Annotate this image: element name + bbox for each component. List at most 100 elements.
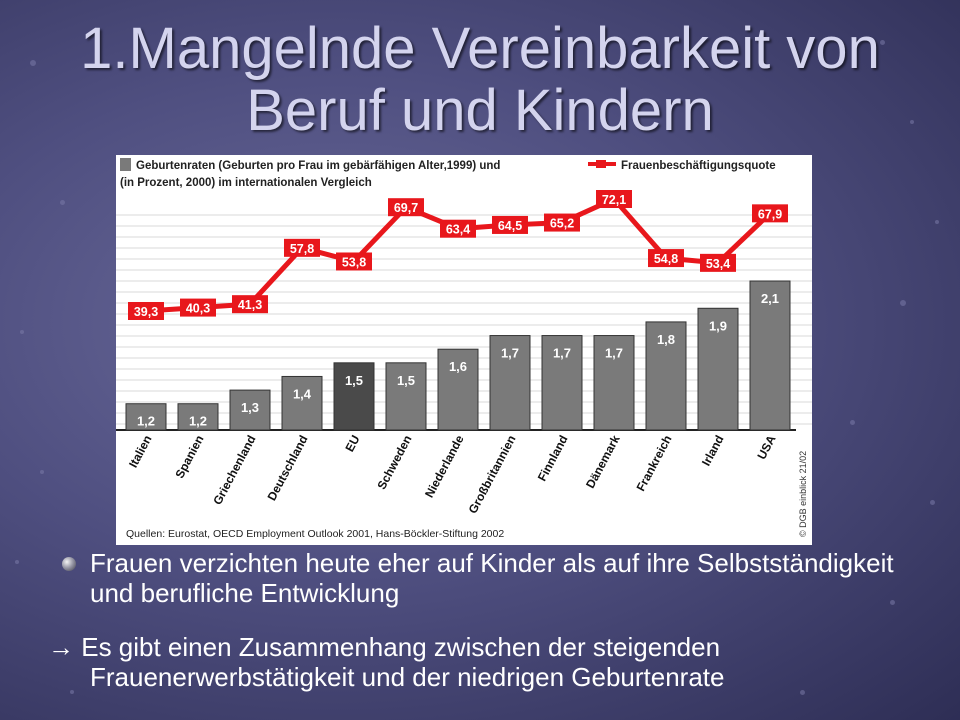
- line-point-marker: [180, 298, 216, 317]
- category-label: Irland: [699, 433, 727, 468]
- line-value-label: 41,3: [238, 298, 262, 312]
- line-value-label: 54,8: [654, 252, 678, 266]
- line-point-marker: [700, 253, 736, 272]
- bar-value-label: 1,2: [137, 414, 155, 429]
- bar: [749, 280, 791, 431]
- background-dot: [850, 420, 855, 425]
- conclusion-paragraph: → Es gibt einen Zusammenhang zwischen de…: [48, 632, 928, 692]
- bar: [697, 307, 739, 431]
- chart-credit: © DGB einblick 21/02: [798, 451, 808, 537]
- line-value-label: 57,8: [290, 242, 314, 256]
- bar-value-label: 1,7: [501, 346, 519, 361]
- background-dot: [60, 200, 65, 205]
- line-point-marker: [284, 238, 320, 257]
- category-label: Italien: [126, 433, 155, 470]
- line-value-label: 39,3: [134, 305, 158, 319]
- line-point-marker: [544, 213, 580, 232]
- bar-value-label: 1,3: [241, 400, 259, 415]
- background-dot: [890, 600, 895, 605]
- line-series: 39,3 40,3 41,3 57,8 53,8 69,7 63,4 64,5 65,2 72,1…: [128, 190, 788, 320]
- bar-series: 1,2 1,2 1,3 1,4 1,5 1,5 1,6 1,7 1,7 1,7 1,8 1,9 2,1: [125, 280, 791, 431]
- legend-line-label: Frauenbeschäftigungsquote: [621, 160, 776, 172]
- legend-bar-label-1: Geburtenraten (Geburten pro Frau im gebä…: [136, 160, 500, 172]
- legend-bar-swatch: [120, 158, 131, 171]
- line-point-marker: [648, 249, 684, 268]
- bullet-text: Frauen verzichten heute eher auf Kinder …: [90, 548, 894, 608]
- line-value-label: 67,9: [758, 207, 782, 221]
- line-value-label: 64,5: [498, 219, 522, 233]
- title-line-1: 1.Mangelnde Vereinbarkeit von: [80, 16, 880, 81]
- slide-title: 1.Mangelnde Vereinbarkeit von Beruf und …: [0, 18, 960, 142]
- category-label: Schweden: [374, 433, 414, 492]
- line-point-marker: [128, 302, 164, 320]
- bar: [281, 375, 323, 431]
- line-value-label: 63,4: [446, 223, 470, 237]
- conclusion-line-1: → Es gibt einen Zusammenhang zwischen de…: [48, 632, 721, 662]
- category-label: USA: [754, 433, 778, 462]
- chart-svg: Geburtenraten (Geburten pro Frau im gebä…: [116, 158, 812, 540]
- line-point-marker: [492, 215, 528, 234]
- line-point-marker: [388, 198, 424, 217]
- background-dot: [860, 560, 864, 564]
- line-value-label: 72,1: [602, 193, 626, 207]
- bar: [385, 362, 427, 431]
- bar: [593, 335, 635, 431]
- line-value-label: 40,3: [186, 302, 210, 316]
- chart-image: Geburtenraten (Geburten pro Frau im gebä…: [116, 155, 812, 545]
- background-dot: [40, 470, 44, 474]
- bullet-dot-icon: [62, 557, 76, 571]
- background-dot: [930, 500, 935, 505]
- bar: [177, 403, 219, 431]
- background-dot: [30, 60, 36, 66]
- chart-legend: Geburtenraten (Geburten pro Frau im gebä…: [120, 158, 776, 189]
- chart-source: Quellen: Eurostat, OECD Employment Outlo…: [126, 528, 504, 540]
- background-dot: [800, 690, 805, 695]
- line-point-marker: [752, 204, 788, 223]
- category-labels: Italien Spanien Griechenland Deutschland EU S…: [126, 433, 779, 516]
- category-label: Deutschland: [264, 433, 310, 503]
- category-label: Großbritannien: [466, 433, 519, 516]
- background-dot: [880, 40, 885, 45]
- line-value-label: 53,8: [342, 255, 366, 269]
- category-label: EU: [342, 433, 362, 454]
- bar-value-label: 1,5: [345, 373, 363, 388]
- bar-value-label: 2,1: [761, 291, 779, 306]
- line-value-label: 65,2: [550, 217, 574, 231]
- category-label: Frankreich: [633, 433, 674, 494]
- category-label: Dänemark: [583, 433, 623, 491]
- bar: [333, 362, 375, 431]
- category-label: Niederlande: [422, 433, 467, 501]
- line-point-marker: [596, 190, 632, 208]
- bar: [229, 389, 271, 431]
- title-line-2: Beruf und Kindern: [246, 78, 714, 143]
- background-dot: [935, 220, 939, 224]
- category-label: Spanien: [172, 433, 206, 481]
- category-label: Finnland: [535, 433, 571, 484]
- bar-value-label: 1,8: [657, 332, 675, 347]
- category-label: Griechenland: [210, 433, 258, 507]
- legend-line-marker: [596, 160, 606, 168]
- conclusion-line-2: Frauenerwerbstätigkeit und der niedrigen…: [90, 662, 725, 692]
- background-dot: [15, 560, 19, 564]
- bar-value-label: 1,5: [397, 373, 415, 388]
- background-dot: [70, 690, 74, 694]
- line-point-marker: [440, 219, 476, 238]
- bar: [437, 348, 479, 431]
- background-dot: [910, 120, 914, 124]
- bar-value-label: 1,2: [189, 414, 207, 429]
- bullet-point-1: Frauen verzichten heute eher auf Kinder …: [62, 548, 922, 608]
- background-dot: [20, 330, 24, 334]
- bar-value-label: 1,7: [553, 346, 571, 361]
- bar-value-label: 1,6: [449, 359, 467, 374]
- bar: [645, 321, 687, 431]
- bar-value-label: 1,7: [605, 346, 623, 361]
- background-dot: [900, 300, 906, 306]
- bar: [489, 335, 531, 431]
- line-value-label: 53,4: [706, 257, 730, 271]
- line-point-marker: [232, 295, 268, 314]
- line-value-label: 69,7: [394, 201, 418, 215]
- bar: [541, 335, 583, 431]
- bar-value-label: 1,4: [293, 386, 312, 401]
- line-point-marker: [336, 252, 372, 271]
- bar: [125, 403, 167, 431]
